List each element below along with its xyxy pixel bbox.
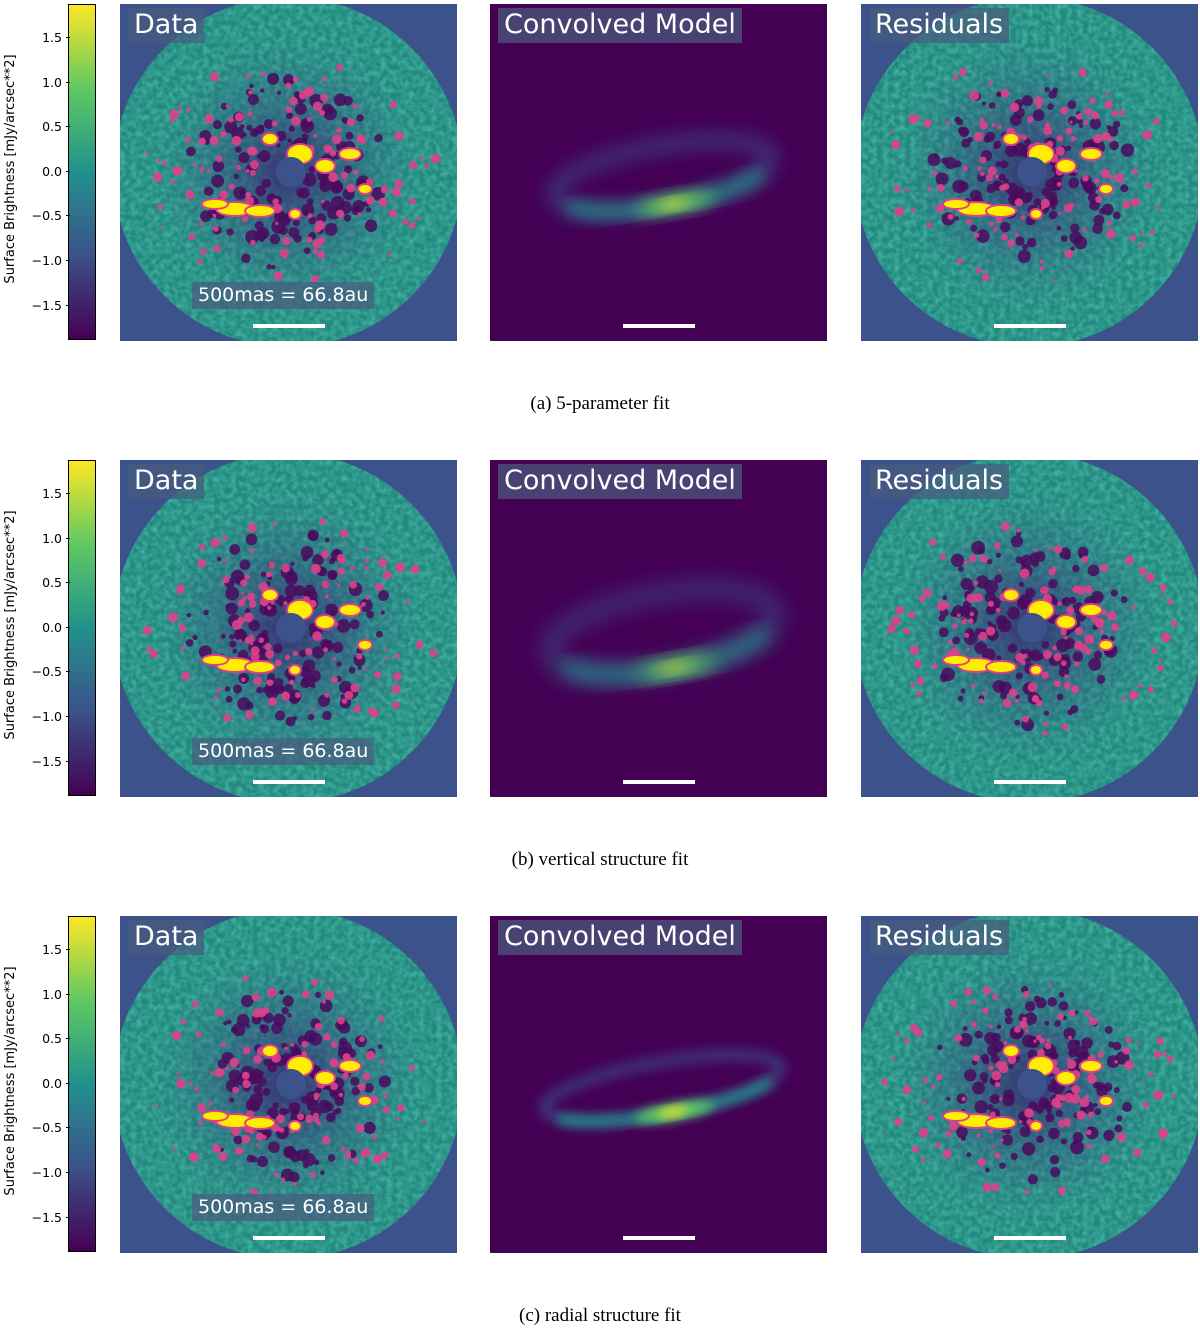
scale-label: 500mas = 66.8au <box>192 282 375 309</box>
colorbar-tick-label: 1.5 <box>20 942 70 957</box>
colorbar-tick-label: −1.0 <box>20 1165 70 1180</box>
model-map <box>490 460 827 797</box>
colorbar-tick-label: −0.5 <box>20 208 70 223</box>
figure-row-a: Surface Brightness [mJy/arcsec**2] 1.5 1.… <box>0 0 1200 345</box>
colorbar-tick-label: −1.5 <box>20 754 70 769</box>
figure-row-b: Surface Brightness [mJy/arcsec**2] 1.5 1.… <box>0 456 1200 801</box>
colorbar <box>68 460 96 796</box>
residuals-panel-title: Residuals <box>869 464 1010 499</box>
data-panel-title: Data <box>128 464 205 499</box>
colorbar-tick-label: 0.0 <box>20 1076 70 1091</box>
caption-c: (c) radial structure fit <box>519 1305 681 1326</box>
colorbar-tick-label: 0.0 <box>20 164 70 179</box>
colorbar <box>68 916 96 1252</box>
model-panel: Convolved Model <box>490 916 827 1253</box>
scale-label: 500mas = 66.8au <box>192 1194 375 1221</box>
colorbar-tick-label: −1.0 <box>20 253 70 268</box>
colorbar-tick-label: 1.5 <box>20 486 70 501</box>
image-map <box>861 4 1198 341</box>
residuals-panel: Residuals <box>861 4 1198 341</box>
colorbar-tick-label: −1.5 <box>20 298 70 313</box>
model-map <box>490 916 827 1253</box>
colorbar-tick-label: 1.0 <box>20 531 70 546</box>
colorbar-tick-label: 0.5 <box>20 575 70 590</box>
scale-bar <box>623 324 695 328</box>
colorbar-tick-label: 0.0 <box>20 620 70 635</box>
image-map <box>861 916 1198 1253</box>
colorbar-tick-label: 0.5 <box>20 1031 70 1046</box>
colorbar-tick-label: 0.5 <box>20 119 70 134</box>
colorbar <box>68 4 96 340</box>
image-map <box>861 460 1198 797</box>
data-panel-title: Data <box>128 920 205 955</box>
colorbar-tick-label: −1.5 <box>20 1210 70 1225</box>
colorbar-tick-label: −0.5 <box>20 664 70 679</box>
scale-bar <box>623 780 695 784</box>
scale-bar <box>994 324 1066 328</box>
data-panel: Data 500mas = 66.8au <box>120 916 457 1253</box>
data-panel: Data 500mas = 66.8au <box>120 460 457 797</box>
data-panel: Data 500mas = 66.8au <box>120 4 457 341</box>
scale-bar <box>994 1236 1066 1240</box>
model-map <box>490 4 827 341</box>
residuals-panel-title: Residuals <box>869 920 1010 955</box>
figure-row-c: Surface Brightness [mJy/arcsec**2] 1.5 1.… <box>0 912 1200 1257</box>
caption-a: (a) 5-parameter fit <box>530 393 670 414</box>
residuals-panel-title: Residuals <box>869 8 1010 43</box>
model-panel-title: Convolved Model <box>498 464 742 499</box>
colorbar-tick-label: 1.0 <box>20 987 70 1002</box>
scale-label: 500mas = 66.8au <box>192 738 375 765</box>
residuals-panel: Residuals <box>861 916 1198 1253</box>
colorbar-tick-label: 1.0 <box>20 75 70 90</box>
scale-bar <box>623 1236 695 1240</box>
colorbar-tick-label: −0.5 <box>20 1120 70 1135</box>
model-panel: Convolved Model <box>490 460 827 797</box>
scale-bar <box>253 324 325 328</box>
scale-bar <box>253 1236 325 1240</box>
model-panel: Convolved Model <box>490 4 827 341</box>
scale-bar <box>994 780 1066 784</box>
model-panel-title: Convolved Model <box>498 920 742 955</box>
residuals-panel: Residuals <box>861 460 1198 797</box>
colorbar-tick-label: 1.5 <box>20 30 70 45</box>
colorbar-tick-label: −1.0 <box>20 709 70 724</box>
scale-bar <box>253 780 325 784</box>
caption-b: (b) vertical structure fit <box>511 849 689 870</box>
data-panel-title: Data <box>128 8 205 43</box>
model-panel-title: Convolved Model <box>498 8 742 43</box>
